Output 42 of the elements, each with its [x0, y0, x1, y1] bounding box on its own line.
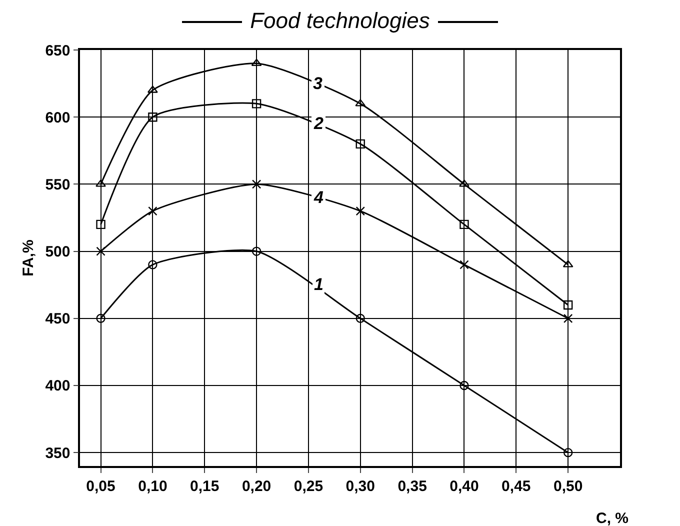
- series-label: 1: [314, 275, 324, 294]
- x-axis-title: C, %: [596, 510, 629, 526]
- y-tick-label: 350: [45, 444, 70, 462]
- x-tick-label: 0,20: [242, 478, 272, 495]
- point: [148, 112, 158, 122]
- x-tick-label: 0,35: [398, 478, 427, 495]
- y-axis-title: FA,%: [20, 240, 37, 276]
- point: [252, 180, 262, 189]
- point: [148, 206, 158, 216]
- x-tick-label: 0,25: [294, 478, 324, 495]
- x-tick-label: 0,15: [190, 478, 220, 495]
- point: [563, 448, 573, 458]
- series-label: 4: [313, 188, 324, 207]
- series-label: 2: [313, 114, 324, 133]
- x-tick-label: 0,30: [346, 478, 375, 495]
- chart-title: Food technologies: [250, 8, 430, 33]
- point: [252, 99, 262, 108]
- point: [356, 314, 365, 323]
- point: [96, 220, 106, 230]
- point: [251, 58, 262, 66]
- point: [148, 260, 158, 270]
- point: [356, 139, 365, 149]
- y-tick-label: 550: [45, 176, 70, 194]
- point: [96, 314, 106, 323]
- y-tick-label: 600: [45, 109, 70, 126]
- point: [563, 300, 573, 310]
- x-tick-label: 0,45: [502, 478, 531, 495]
- point: [252, 246, 262, 256]
- y-tick-label: 450: [45, 310, 70, 328]
- point: [460, 220, 469, 230]
- point: [96, 180, 106, 187]
- y-tick-label: 500: [45, 244, 70, 261]
- y-tick-label: 650: [45, 42, 70, 60]
- x-tick-label: 0,50: [553, 478, 583, 495]
- series-label: 3: [313, 74, 323, 93]
- x-tick-label: 0,05: [86, 478, 116, 495]
- point: [459, 180, 470, 187]
- point: [460, 380, 469, 390]
- x-tick-label: 0,10: [138, 478, 168, 495]
- y-tick-label: 400: [45, 378, 70, 395]
- x-tick-label: 0,40: [450, 478, 479, 495]
- point: [356, 206, 365, 216]
